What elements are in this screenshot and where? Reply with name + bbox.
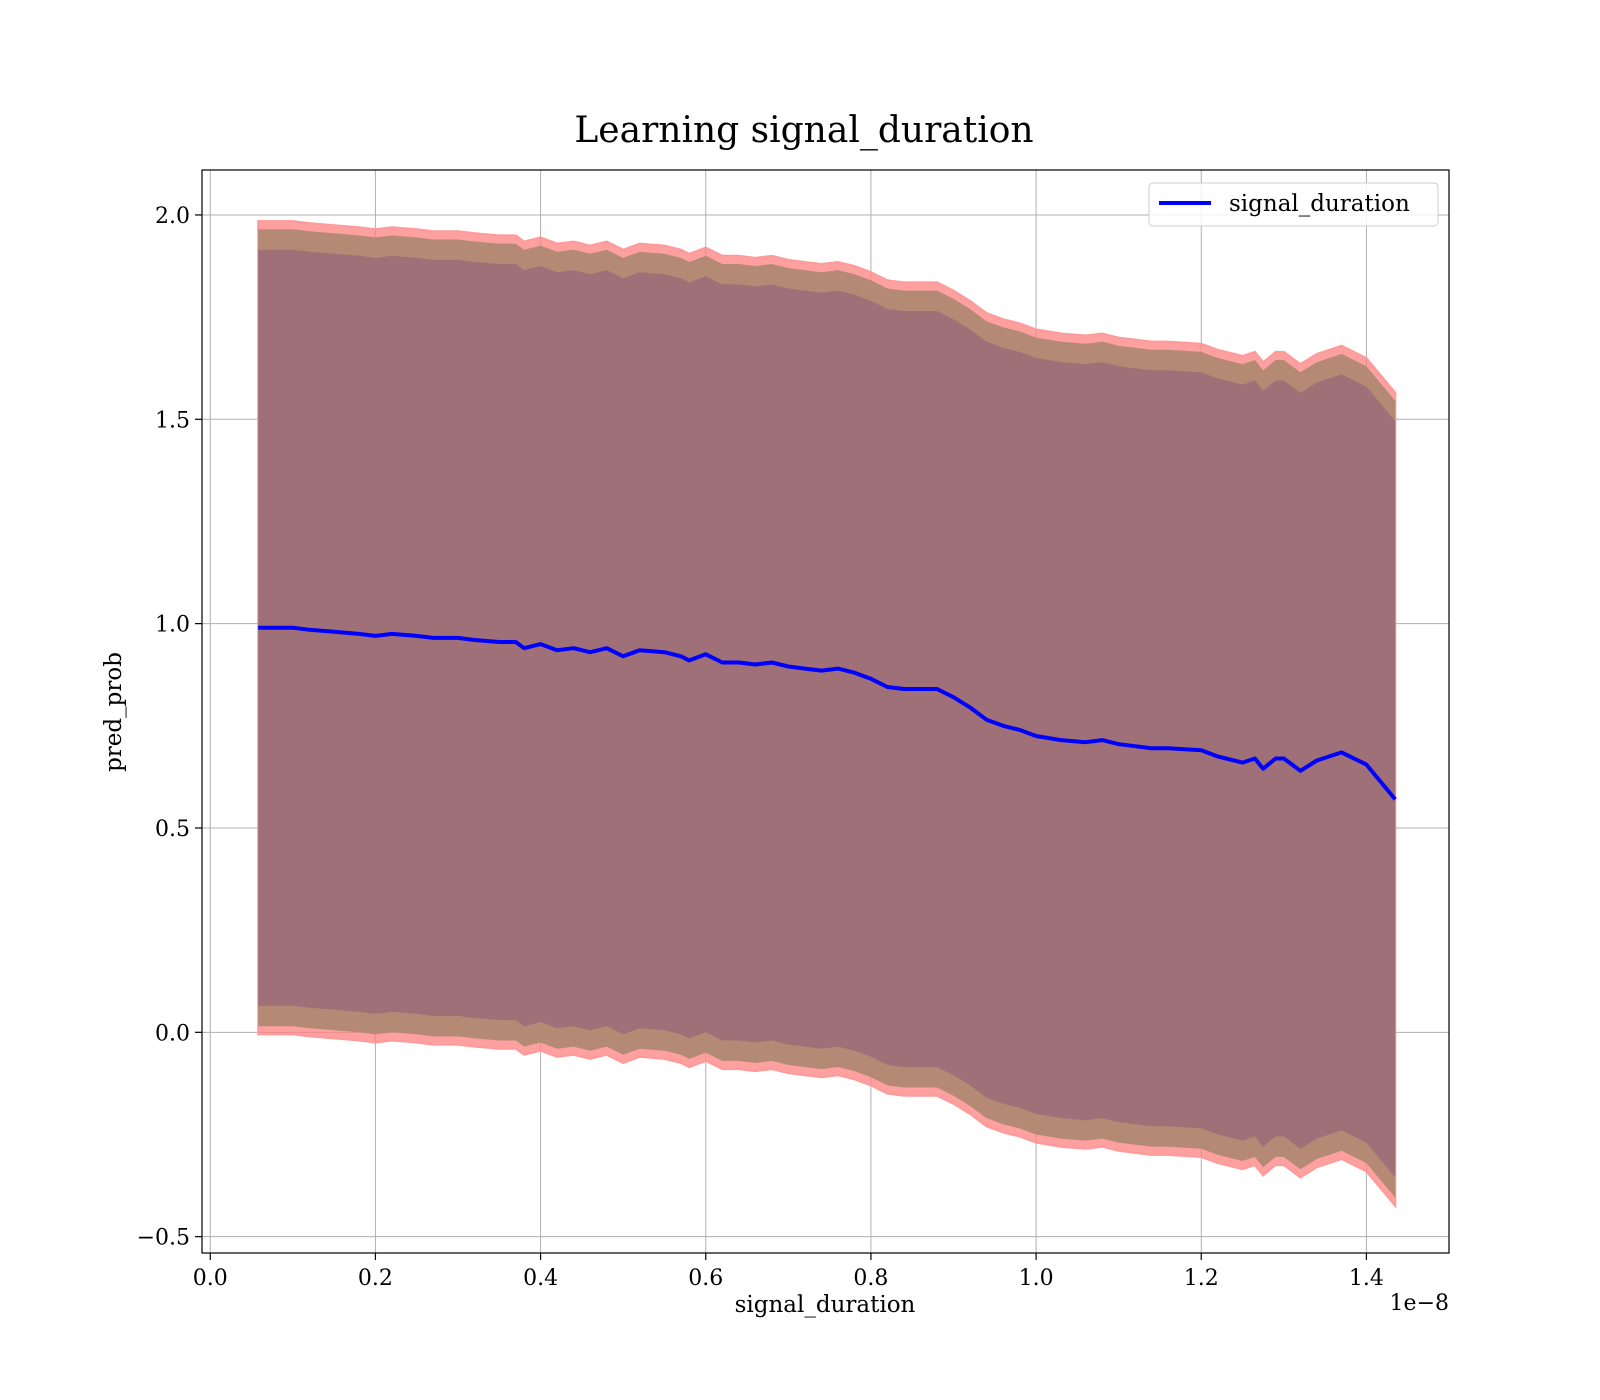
series-line-signal-duration [258, 625, 1397, 801]
x-tick-label: 0.2 [358, 1266, 393, 1291]
y-tick-label: −0.5 [137, 1226, 190, 1251]
x-tick-label: 0.4 [523, 1266, 558, 1291]
y-tick-label: 1.0 [155, 613, 190, 638]
y-tick-label: 2.0 [155, 204, 190, 229]
x-tick-label: 1.0 [1019, 1266, 1054, 1291]
x-tick-label: 1.2 [1184, 1266, 1219, 1291]
x-tick-label: 0.8 [853, 1266, 888, 1291]
x-tick-label: 0.6 [688, 1266, 723, 1291]
y-tick-label: 0.0 [155, 1021, 190, 1046]
chart-title: Learning signal_duration [574, 110, 1033, 151]
plot-frame [201, 169, 1450, 1254]
confidence-bands [257, 220, 1397, 1209]
line-series [258, 625, 1397, 801]
y-tick-label: 0.5 [155, 817, 190, 842]
confidence-band-3 [258, 249, 1396, 1178]
x-axis-label: signal_duration [735, 1292, 916, 1318]
y-axis-ticks: −0.5 0.0 0.5 1.0 1.5 2.0 [137, 204, 202, 1251]
x-tick-label: 1.4 [1349, 1266, 1384, 1291]
legend: signal_duration [1148, 182, 1439, 227]
y-axis-label: pred_prob [101, 652, 127, 772]
legend-box [1148, 182, 1439, 227]
x-axis-offset-text: 1e−8 [1390, 1291, 1449, 1316]
y-tick-label: 1.5 [155, 408, 190, 433]
legend-label-signal-duration: signal_duration [1229, 191, 1410, 217]
x-axis-ticks: 0.0 0.2 0.4 0.6 0.8 1.0 1.2 1.4 [193, 1253, 1384, 1291]
x-tick-label: 0.0 [193, 1266, 228, 1291]
